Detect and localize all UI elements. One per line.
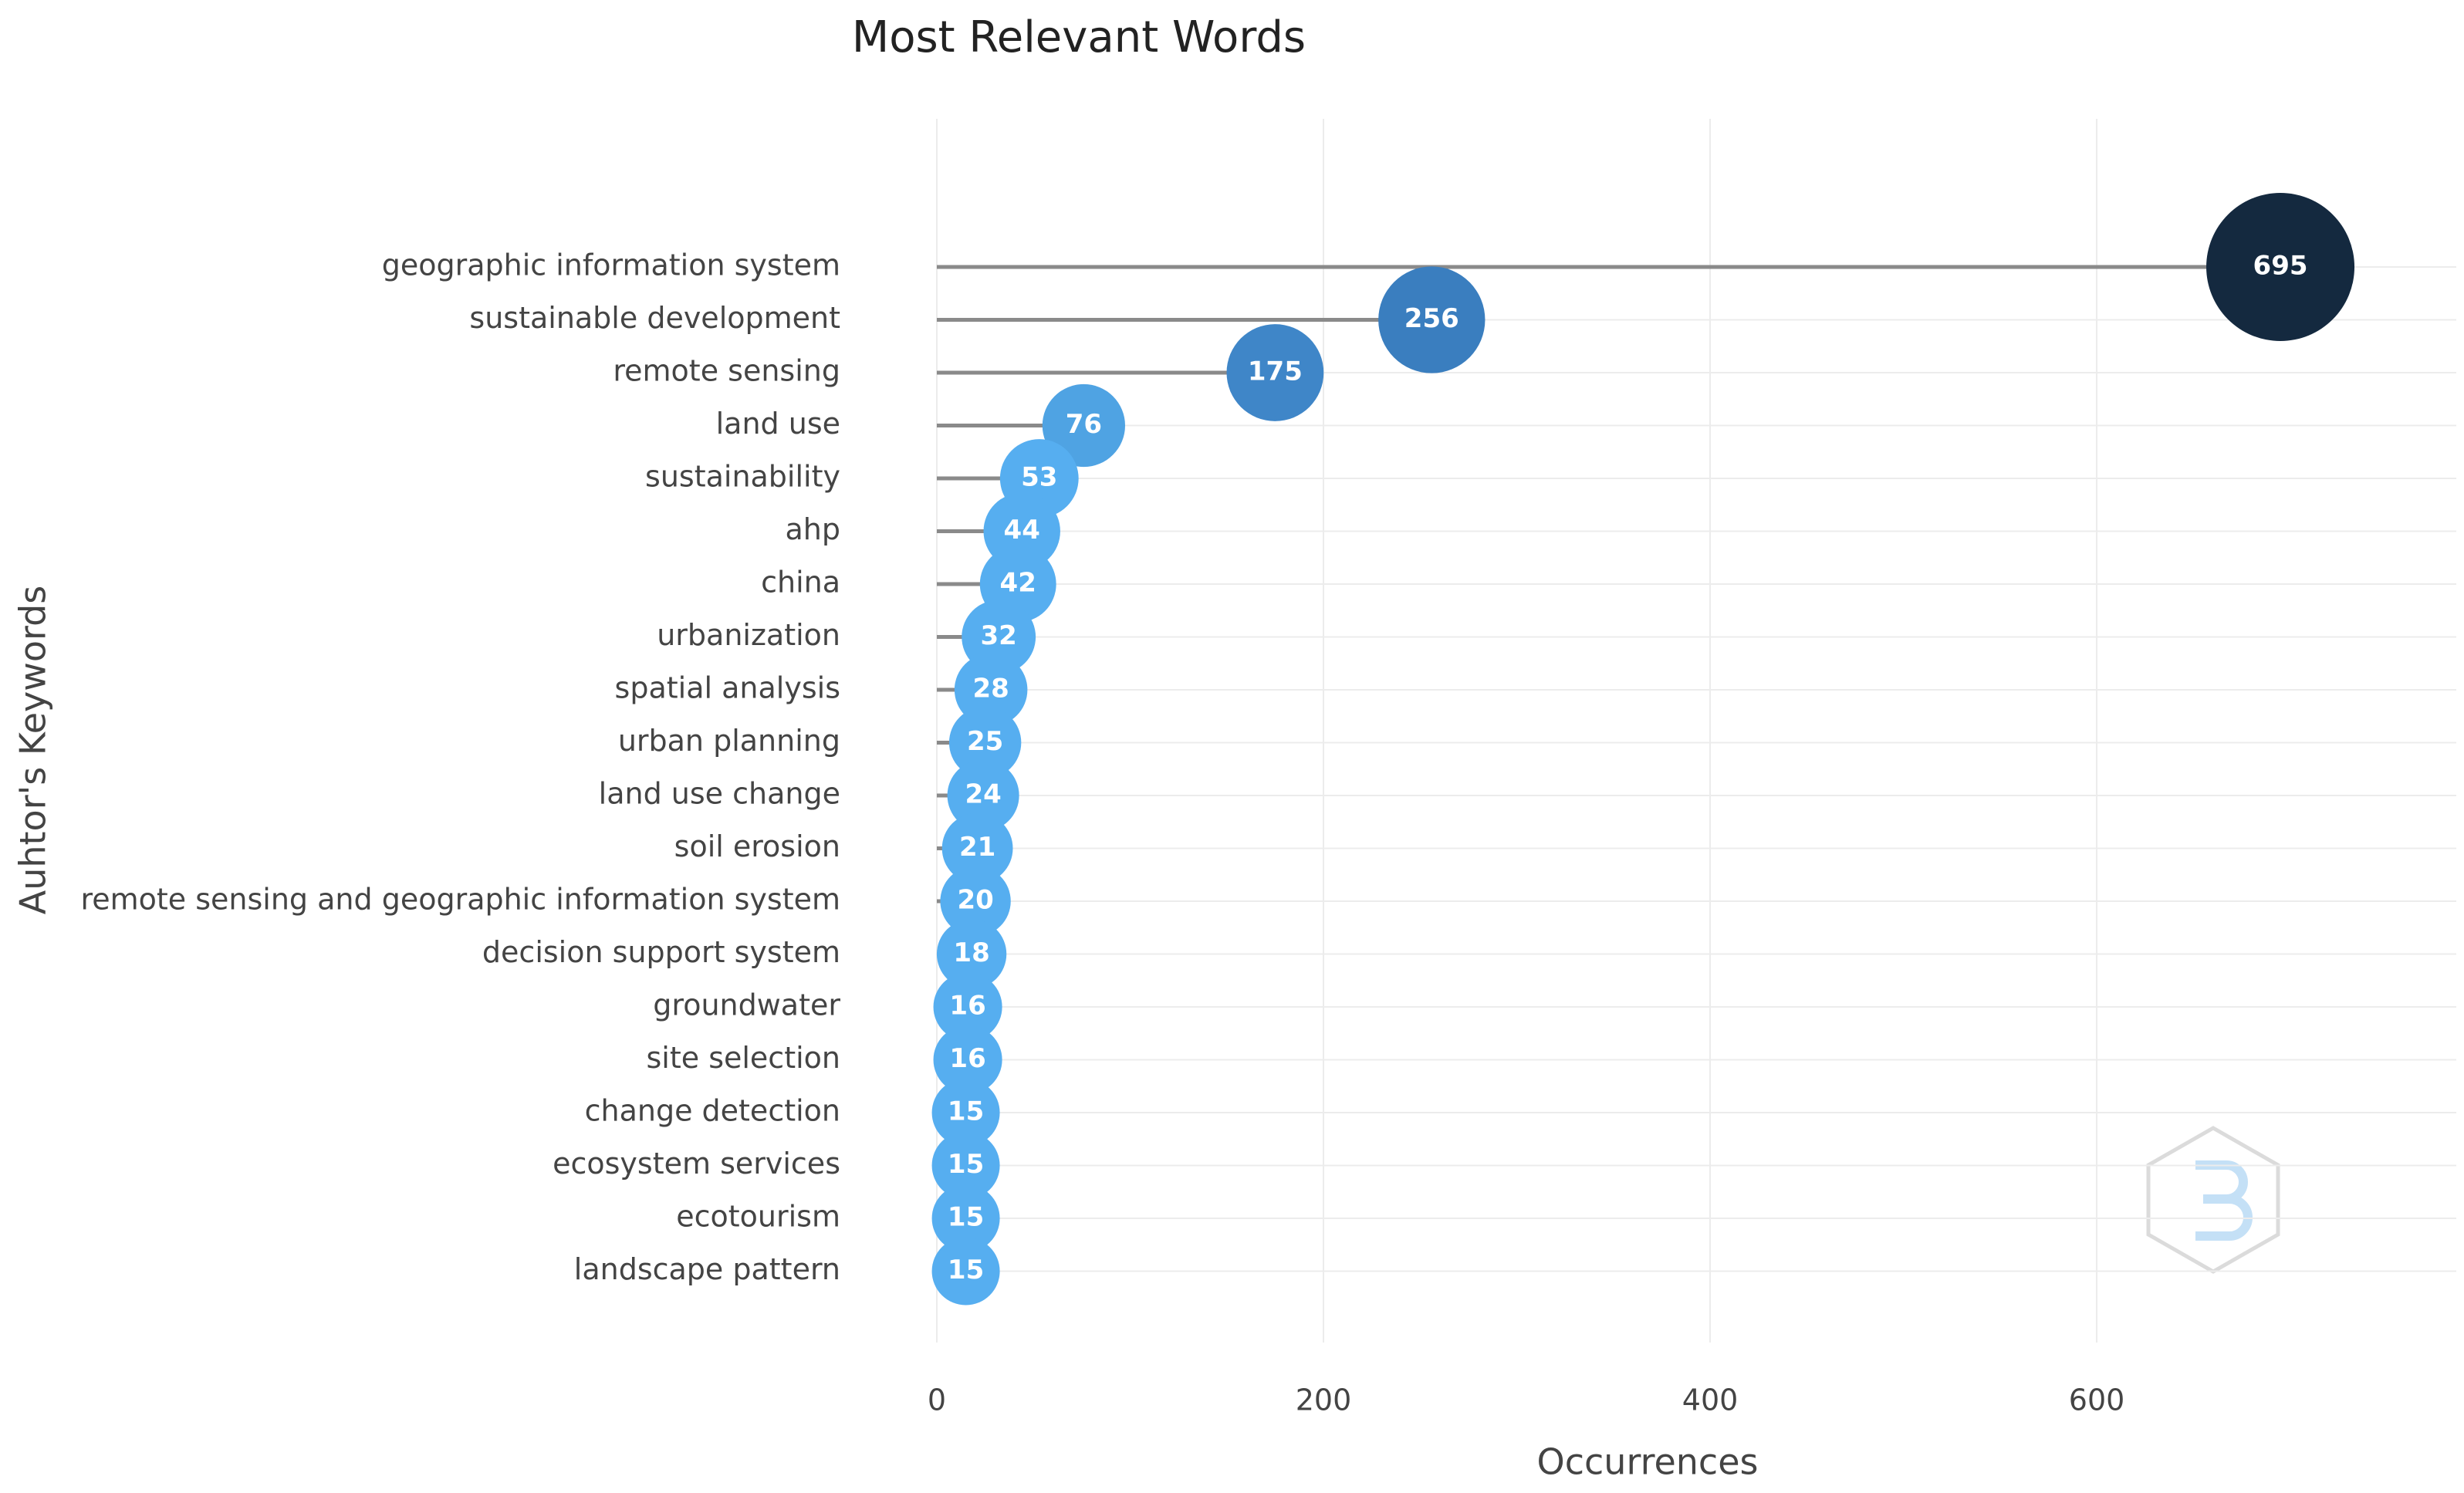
data-label: 175: [1248, 356, 1303, 387]
y-tick-label: decision support system: [482, 935, 840, 969]
y-tick-label: site selection: [646, 1041, 840, 1075]
bubble: [931, 1131, 1000, 1200]
y-tick-label: land use change: [599, 777, 840, 811]
bubble: [941, 812, 1013, 884]
y-tick-label: land use: [716, 407, 840, 441]
y-tick-label: ecotourism: [676, 1200, 840, 1234]
bubble: [931, 1079, 1000, 1147]
y-tick-label: soil erosion: [674, 829, 840, 863]
y-tick-label: china: [761, 566, 840, 600]
bubble: [948, 706, 1022, 779]
y-tick-label: ahp: [786, 512, 841, 546]
bubble: [933, 972, 1002, 1042]
y-tick-label: geographic information system: [382, 248, 840, 282]
chart-title: Most Relevant Words: [852, 12, 1306, 62]
data-label: 32: [980, 620, 1016, 651]
x-axis-title: Occurrences: [1537, 1441, 1759, 1483]
data-label: 256: [1404, 303, 1459, 334]
bubble: [1378, 266, 1485, 373]
data-label: 16: [949, 1043, 985, 1074]
data-label: 24: [965, 779, 1001, 810]
y-tick-label: change detection: [585, 1094, 840, 1128]
bubble: [931, 1184, 1000, 1252]
bubble: [936, 919, 1007, 989]
y-tick-label: remote sensing and geographic informatio…: [80, 883, 840, 917]
bubble: [2206, 193, 2355, 341]
x-tick-label: 200: [1296, 1383, 1352, 1417]
data-label: 18: [953, 937, 989, 968]
data-label: 42: [1000, 568, 1036, 599]
bubble: [947, 759, 1019, 832]
y-axis-title: Auhtor's Keywords: [12, 586, 54, 915]
data-label: 21: [959, 832, 995, 863]
data-label: 20: [957, 885, 993, 916]
y-tick-label: sustainable development: [469, 301, 840, 335]
bubble: [954, 653, 1028, 727]
y-tick-label: remote sensing: [613, 354, 840, 388]
x-tick-label: 400: [1682, 1383, 1739, 1417]
data-label: 695: [2253, 251, 2308, 282]
y-tick-label: ecosystem services: [553, 1147, 840, 1181]
bubble: [1042, 383, 1126, 468]
data-label: 53: [1021, 462, 1057, 493]
y-tick-label: urbanization: [657, 618, 840, 652]
x-tick-label: 600: [2069, 1383, 2125, 1417]
bubble: [1226, 324, 1324, 421]
bubble: [933, 1025, 1002, 1095]
watermark-logo: [2195, 1160, 2253, 1241]
y-tick-label: spatial analysis: [615, 671, 840, 705]
data-label: 15: [948, 1149, 984, 1180]
data-label: 76: [1066, 409, 1102, 440]
y-tick-label: sustainability: [645, 460, 840, 494]
bubble: [931, 1237, 1000, 1306]
y-tick-label: landscape pattern: [574, 1252, 840, 1286]
data-label: 15: [948, 1255, 984, 1285]
data-label: 15: [948, 1202, 984, 1233]
watermark: [2146, 1126, 2280, 1274]
y-tick-label: groundwater: [653, 988, 840, 1022]
data-label: 25: [967, 726, 1003, 757]
data-label: 28: [972, 674, 1009, 704]
bubble: [940, 866, 1011, 937]
x-tick-label: 0: [928, 1383, 946, 1417]
data-label: 16: [949, 991, 985, 1022]
data-label: 15: [948, 1096, 984, 1127]
y-tick-label: urban planning: [618, 724, 840, 758]
data-label: 44: [1004, 515, 1040, 546]
